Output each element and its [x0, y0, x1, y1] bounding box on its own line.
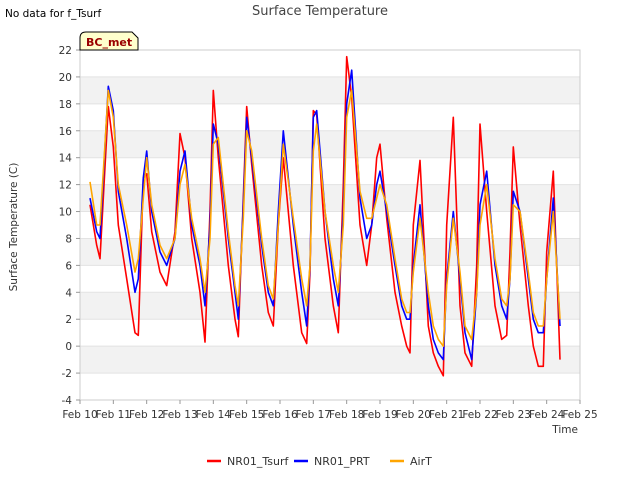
legend-label: NR01_Tsurf — [227, 455, 289, 468]
legend: NR01_Tsurf NR01_PRT AirT — [207, 455, 432, 468]
grid-band — [80, 76, 580, 104]
x-tick-label: Feb 13 — [162, 409, 197, 421]
legend-item-airt: AirT — [390, 455, 432, 468]
y-tick-label: 16 — [59, 126, 73, 138]
y-tick-label: 22 — [59, 45, 72, 57]
x-tick-label: Feb 20 — [396, 409, 431, 421]
y-tick-label: 2 — [65, 314, 72, 326]
plot-frame — [79, 49, 581, 401]
y-tick-label: 10 — [59, 207, 72, 219]
y-tick-label: 6 — [65, 260, 72, 272]
grid-band — [80, 184, 580, 212]
x-tick-label: Feb 19 — [362, 409, 397, 421]
y-tick-label: 8 — [65, 233, 72, 245]
x-tick-label: Feb 12 — [129, 409, 164, 421]
y-tick-label: -4 — [62, 395, 73, 407]
y-tick-label: 14 — [59, 153, 73, 165]
no-data-note: No data for f_Tsurf — [5, 8, 102, 20]
legend-label: AirT — [410, 455, 432, 468]
x-tick-label: Feb 18 — [329, 409, 364, 421]
x-tick-label: Feb 21 — [429, 409, 464, 421]
y-axis-label: Surface Temperature (C) — [8, 163, 20, 292]
series-line-airt — [89, 89, 561, 348]
grid-bands — [80, 49, 580, 401]
legend-item-nr01-prt: NR01_PRT — [294, 455, 370, 468]
legend-label: NR01_PRT — [314, 455, 370, 468]
x-axis-label: Time — [551, 424, 578, 436]
y-axis: -4 -2 0 2 4 6 8 10 12 14 16 18 20 22 — [59, 45, 80, 407]
y-tick-label: 18 — [59, 99, 72, 111]
y-tick-label: 20 — [59, 72, 72, 84]
chart-title: Surface Temperature — [252, 4, 388, 19]
badge-box — [79, 31, 139, 51]
badge-label: BC_met — [86, 36, 132, 49]
x-tick-label: Feb 23 — [496, 409, 531, 421]
x-tick-label: Feb 25 — [562, 409, 597, 421]
y-tick-label: -2 — [62, 368, 72, 380]
x-tick-label: Feb 24 — [529, 409, 565, 421]
legend-item-nr01-tsurf: NR01_Tsurf — [207, 455, 289, 468]
x-tick-label: Feb 16 — [262, 409, 298, 421]
bc-met-badge: BC_met — [79, 31, 139, 51]
grid-band — [80, 130, 580, 158]
x-tick-label: Feb 17 — [296, 409, 331, 421]
series-lines — [89, 55, 561, 377]
x-tick-label: Feb 11 — [96, 409, 131, 421]
x-tick-label: Feb 22 — [462, 409, 497, 421]
series-line-nr01-prt — [89, 69, 561, 361]
grid-band — [80, 346, 580, 374]
x-tick-label: Feb 10 — [62, 409, 97, 421]
x-tick-label: Feb 14 — [196, 409, 232, 421]
y-tick-label: 12 — [59, 180, 72, 192]
x-tick-label: Feb 15 — [229, 409, 264, 421]
y-tick-label: 0 — [65, 341, 72, 353]
y-tick-label: 4 — [65, 287, 72, 299]
